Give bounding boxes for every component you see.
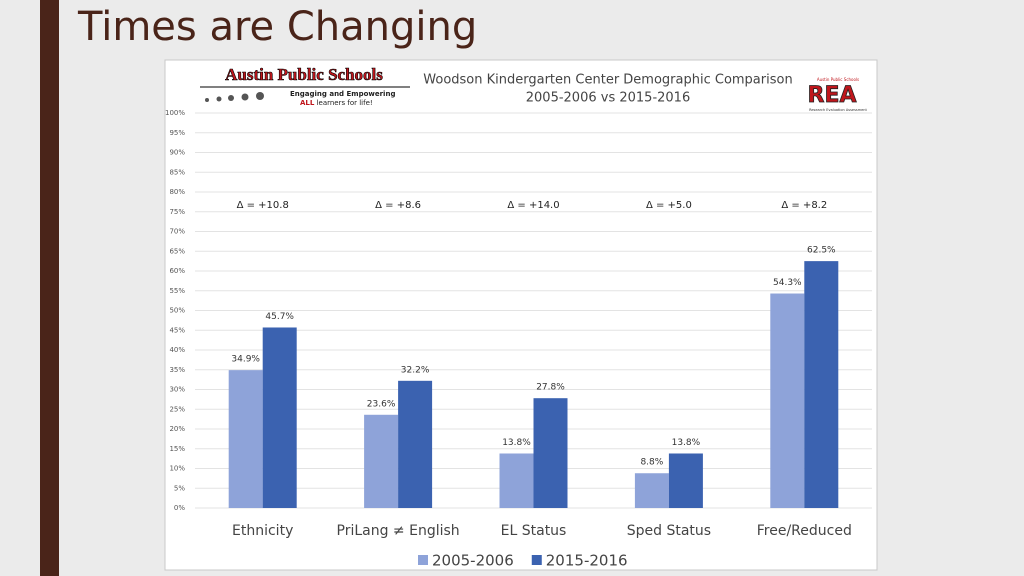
chart-subtitle: 2005-2006 vs 2015-2016 (526, 91, 690, 106)
y-tick-label: 30% (169, 386, 185, 394)
bar (228, 370, 263, 508)
rea-top: Austin Public Schools (817, 77, 859, 82)
x-tick-label: Free/Reduced (757, 523, 852, 539)
y-tick-label: 35% (169, 366, 185, 374)
x-tick-label: PriLang ≠ English (337, 523, 460, 539)
value-label: 23.6% (367, 399, 396, 409)
annotation: Δ = +5.0 (646, 200, 692, 211)
value-label: 8.8% (640, 458, 663, 468)
annotation: Δ = +8.2 (781, 200, 827, 211)
legend-swatch (418, 555, 428, 565)
y-tick-label: 25% (169, 405, 185, 413)
value-label: 62.5% (807, 246, 836, 256)
legend-swatch (531, 555, 542, 565)
legend-label: 2015-2016 (546, 552, 628, 570)
y-tick-label: 95% (169, 129, 185, 137)
logo-tagline-bold: ALL (300, 99, 315, 107)
logo-tagline-rest: learners for life! (317, 99, 373, 107)
y-tick-label: 100% (165, 109, 185, 117)
x-tick-label: Sped Status (627, 523, 711, 539)
value-label: 13.8% (672, 438, 701, 448)
y-tick-label: 5% (174, 484, 185, 492)
legend-label: 2005-2006 (432, 552, 514, 570)
y-tick-label: 0% (174, 504, 185, 512)
bar (533, 398, 568, 508)
bar (804, 261, 839, 508)
bar (262, 327, 297, 508)
y-tick-label: 85% (169, 168, 185, 176)
slide-title: Times are Changing (77, 4, 477, 50)
value-label: 27.8% (536, 383, 565, 393)
y-tick-label: 50% (169, 307, 185, 315)
logo-tagline: ALL learners for life! (300, 99, 373, 107)
y-tick-label: 60% (169, 267, 185, 275)
y-tick-label: 65% (169, 247, 185, 255)
y-tick-label: 40% (169, 346, 185, 354)
value-label: 13.8% (502, 438, 531, 448)
bar (634, 473, 669, 508)
bar (668, 453, 703, 508)
logo-name: Austin Public Schools (225, 65, 383, 84)
y-tick-label: 10% (169, 465, 185, 473)
y-tick-label: 90% (169, 149, 185, 157)
y-tick-label: 75% (169, 208, 185, 216)
y-tick-label: 45% (169, 326, 185, 334)
bar (398, 380, 433, 508)
value-label: 34.9% (231, 355, 260, 365)
y-tick-label: 55% (169, 287, 185, 295)
side-bar (40, 0, 59, 576)
y-tick-label: 80% (169, 188, 185, 196)
annotation: Δ = +8.6 (375, 200, 421, 211)
value-label: 32.2% (401, 365, 430, 375)
x-tick-label: Ethnicity (232, 523, 293, 539)
logo-hands (205, 92, 264, 102)
rea-name: REA (808, 83, 857, 108)
value-label: 45.7% (265, 312, 294, 322)
y-tick-label: 15% (169, 445, 185, 453)
annotation: Δ = +14.0 (507, 200, 559, 211)
rea-bottom: Research Evaluation Assessment (809, 108, 867, 112)
chart-title: Woodson Kindergarten Center Demographic … (423, 73, 792, 88)
bar (499, 453, 534, 508)
x-tick-label: EL Status (501, 523, 567, 539)
y-tick-label: 20% (169, 425, 185, 433)
logo-tagline: Engaging and Empowering (290, 90, 395, 98)
value-label: 54.3% (773, 278, 802, 288)
bar (770, 293, 805, 508)
y-tick-label: 70% (169, 228, 185, 236)
annotation: Δ = +10.8 (237, 200, 289, 211)
bar (364, 414, 399, 508)
